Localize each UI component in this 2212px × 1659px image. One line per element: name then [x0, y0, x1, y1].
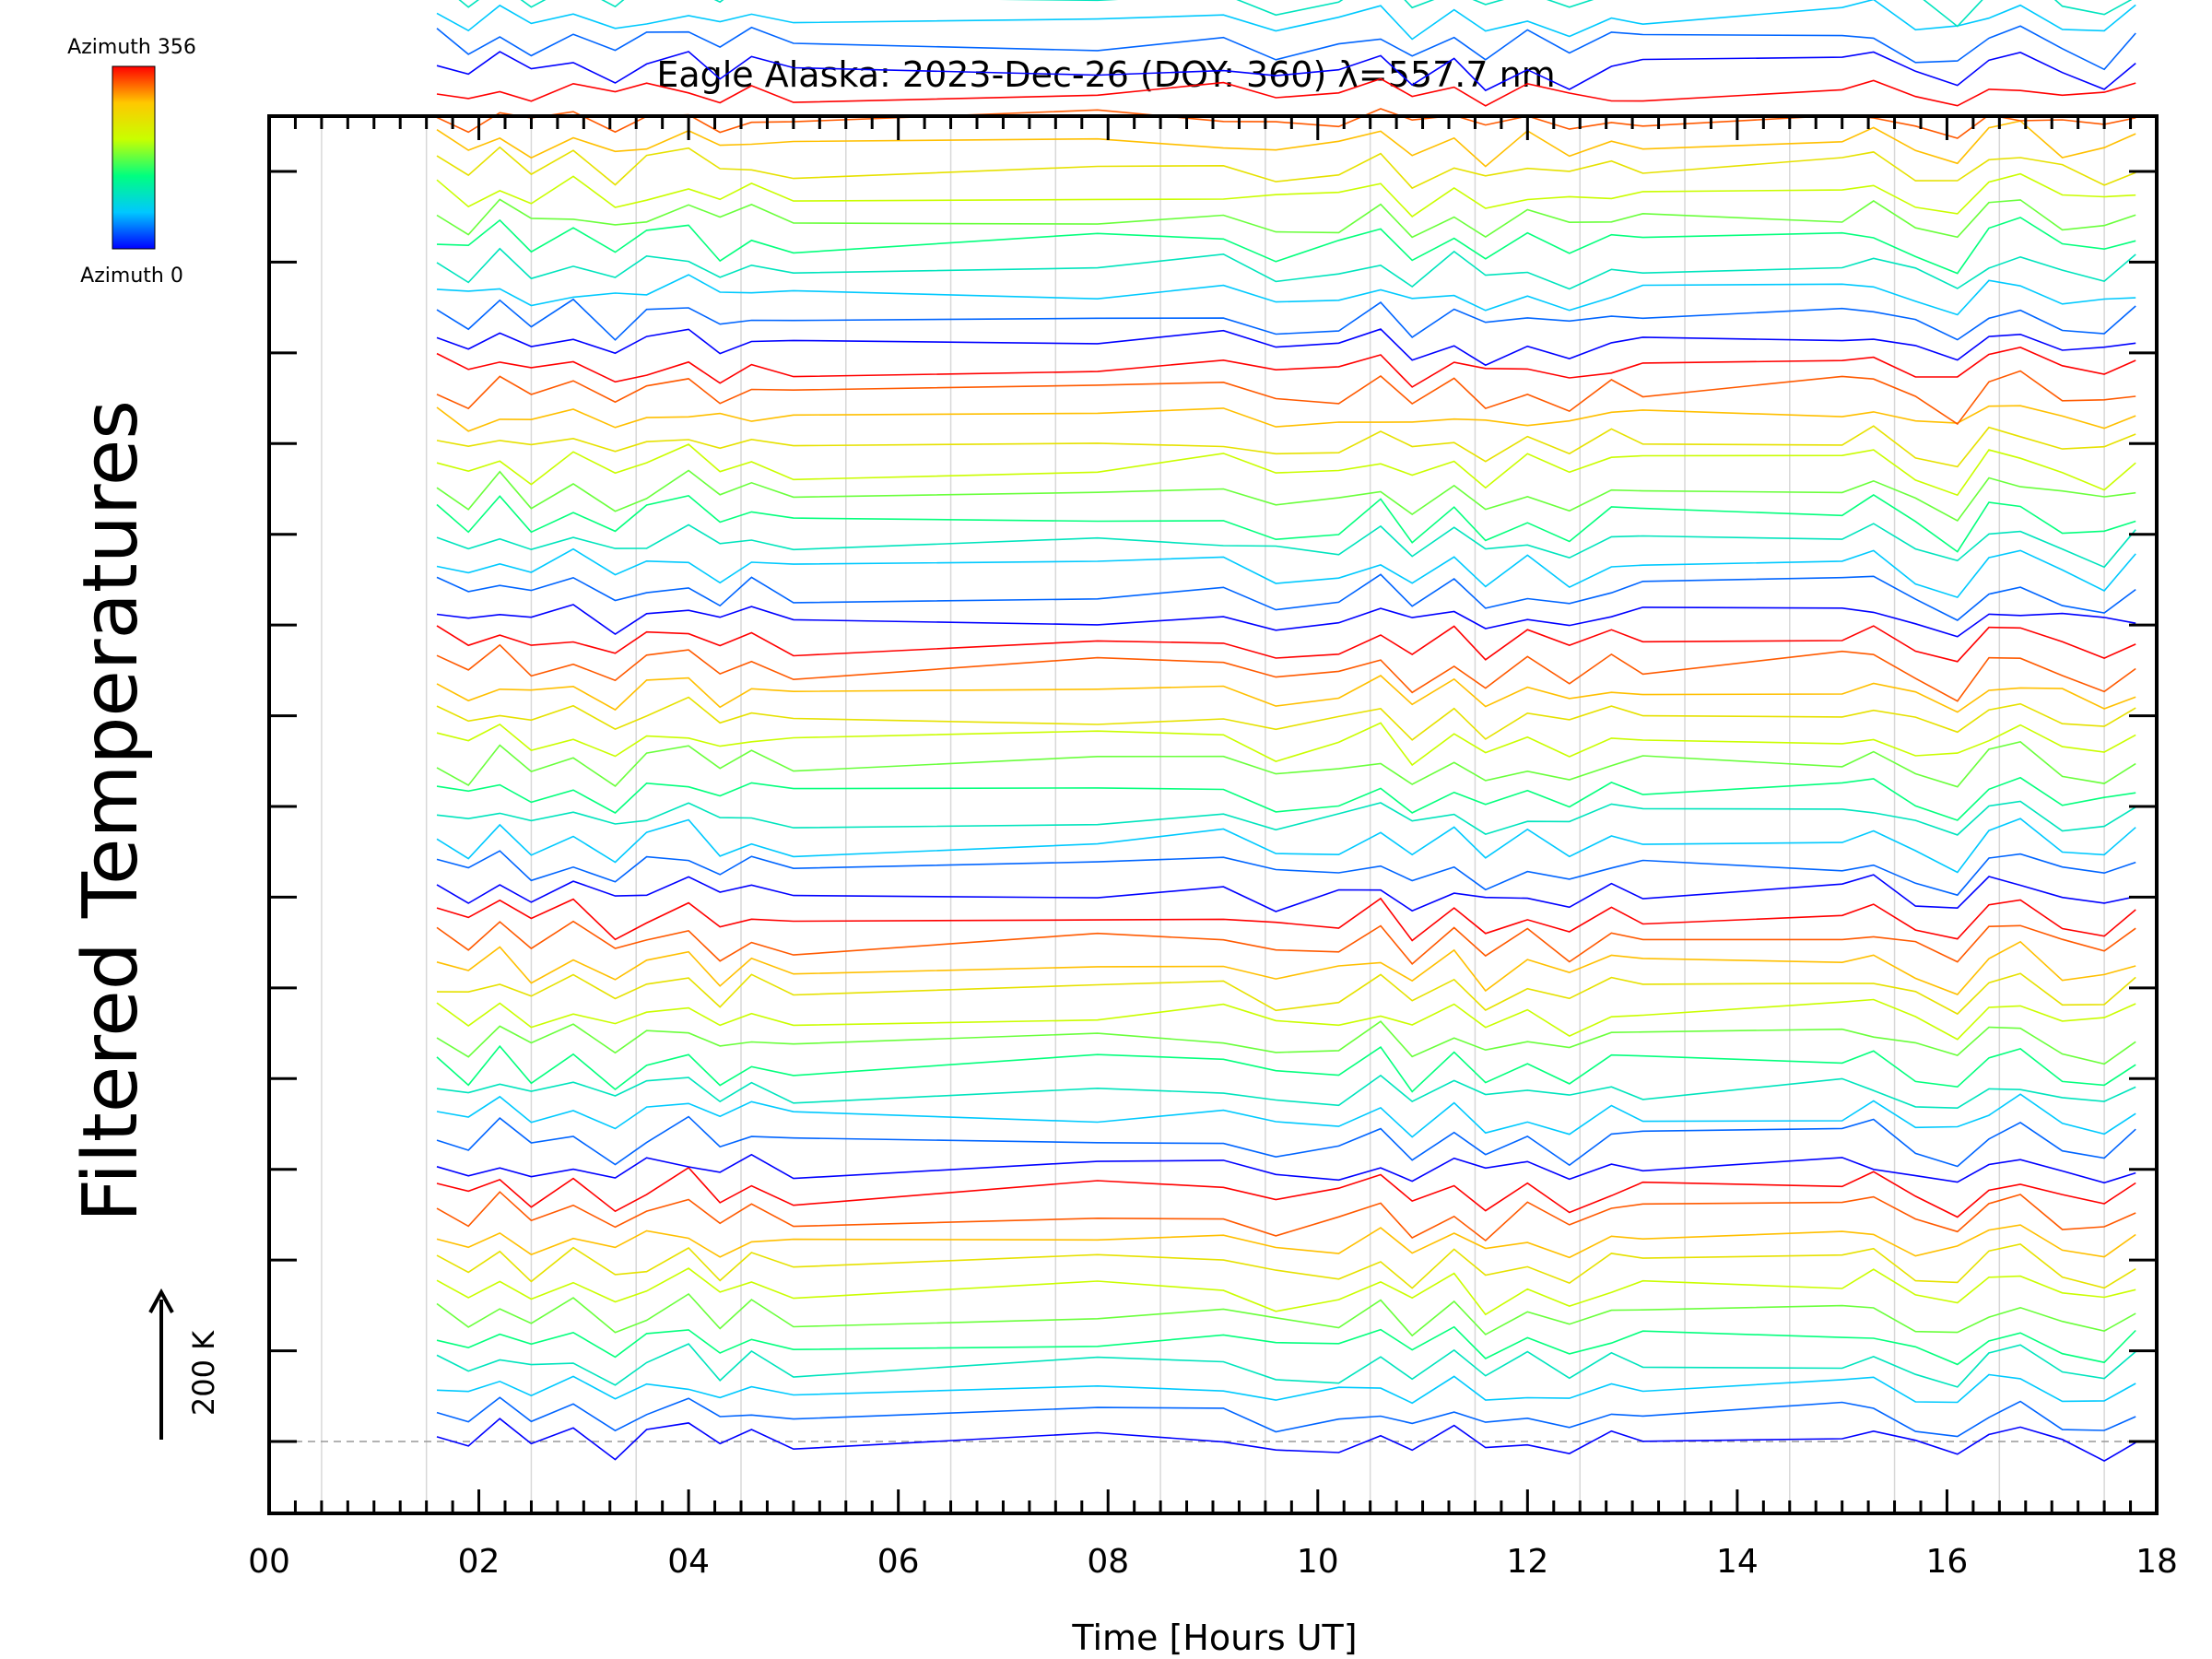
x-tick-label: 00 — [248, 1543, 290, 1581]
series-line — [436, 328, 2136, 367]
series-line — [436, 217, 2136, 275]
series-line — [436, 1115, 2136, 1168]
gridlines — [269, 116, 2157, 1513]
colorbar-top-label: Azimuth 356 — [67, 36, 196, 59]
series-line — [436, 1325, 2136, 1366]
series-line — [436, 696, 2136, 741]
x-tick-label: 08 — [1087, 1543, 1129, 1581]
series-line — [436, 818, 2136, 874]
series-line — [436, 146, 2136, 190]
series-line — [436, 1074, 2136, 1110]
series-line — [436, 347, 2136, 388]
series-line — [436, 1343, 2136, 1388]
series-line — [436, 874, 2136, 912]
series-line — [436, 1224, 2136, 1259]
series-line — [436, 1243, 2136, 1289]
x-tick-label: 06 — [877, 1543, 920, 1581]
series-line — [436, 108, 2136, 139]
series-line — [436, 1044, 2136, 1093]
x-tick-label: 10 — [1297, 1543, 1339, 1581]
series-line — [436, 675, 2136, 713]
series-line — [436, 897, 2136, 942]
series-line — [436, 405, 2136, 432]
series-line — [436, 604, 2136, 638]
series-line — [436, 1153, 2136, 1184]
series-line — [436, 1292, 2136, 1337]
axes — [267, 114, 2159, 1515]
scale-bar: 200 K — [148, 1288, 221, 1440]
colorbar-legend: Azimuth 356 Azimuth 0 — [67, 36, 196, 288]
series-line — [436, 1191, 2136, 1242]
series-line — [436, 741, 2136, 788]
series-line — [436, 198, 2136, 239]
y-axis-label: Filtered Temperatures — [67, 400, 155, 1222]
series-line — [436, 370, 2136, 426]
series-line — [436, 998, 2136, 1041]
series-line — [436, 940, 2136, 995]
series-line — [436, 573, 2136, 621]
series-line — [436, 547, 2136, 599]
x-tick-label: 16 — [1926, 1543, 1969, 1581]
series-line — [436, 469, 2136, 523]
x-tick-label: 12 — [1506, 1543, 1548, 1581]
x-tick-labels: 00 02 04 06 08 10 12 14 16 18 — [248, 1543, 2178, 1581]
colorbar-bottom-label: Azimuth 0 — [80, 265, 183, 288]
series-line — [436, 247, 2136, 290]
series-line — [436, 494, 2136, 553]
series-line — [436, 0, 2136, 41]
series-line — [436, 776, 2136, 821]
series-line — [436, 425, 2136, 468]
series-line — [436, 1166, 2136, 1218]
series-line — [436, 920, 2136, 965]
series-line — [436, 972, 2136, 1016]
series-line — [436, 1093, 2136, 1138]
x-axis-label: Time [Hours UT] — [1071, 1618, 1357, 1658]
series-line — [436, 51, 2136, 92]
series-line — [436, 77, 2136, 107]
series-line — [436, 25, 2136, 71]
series-line — [436, 172, 2136, 218]
x-tick-label: 04 — [667, 1543, 710, 1581]
x-tick-label: 02 — [458, 1543, 500, 1581]
scale-bar-label: 200 K — [186, 1330, 221, 1416]
series-line — [436, 643, 2136, 702]
scale-bar-arrowhead — [148, 1288, 174, 1313]
x-tick-label: 14 — [1716, 1543, 1759, 1581]
svg-text:Filtered Temperatures: Filtered Temperatures — [67, 400, 155, 1222]
series-line — [436, 298, 2136, 341]
colorbar — [112, 65, 156, 250]
series-line — [458, 0, 2133, 28]
series-line — [436, 722, 2136, 767]
series-line — [436, 800, 2136, 836]
series-line — [436, 1396, 2136, 1438]
series-lines — [436, 0, 2136, 1463]
series-line — [436, 1418, 2136, 1463]
series-line — [436, 1020, 2136, 1065]
series-line — [436, 120, 2136, 168]
series-line — [436, 1267, 2136, 1316]
series-line — [436, 1373, 2136, 1405]
series-line — [436, 274, 2136, 316]
series-line — [436, 625, 2136, 663]
series-line — [436, 443, 2136, 497]
series-line — [436, 850, 2136, 897]
x-tick-label: 18 — [2136, 1543, 2178, 1581]
series-line — [436, 523, 2136, 569]
